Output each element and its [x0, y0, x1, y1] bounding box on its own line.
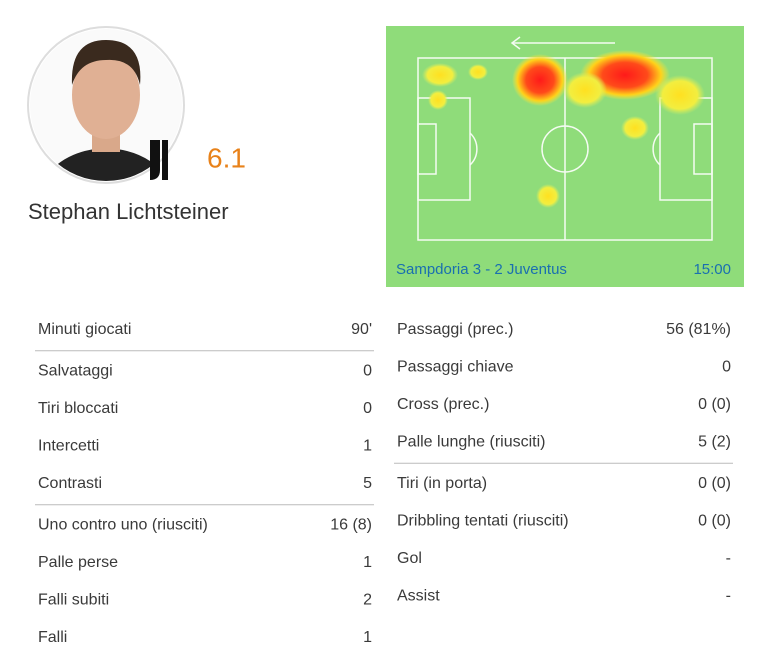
stat-label: Gol	[397, 550, 422, 567]
stat-label: Tiri bloccati	[38, 400, 118, 417]
player-name: Stephan Lichtsteiner	[28, 199, 229, 224]
stat-label: Cross (prec.)	[397, 396, 489, 413]
stat-value: 1	[363, 438, 372, 455]
stat-label: Minuti giocati	[38, 321, 131, 338]
match-time: 15:00	[693, 261, 731, 278]
player-photo	[27, 26, 185, 184]
stat-value: 1	[363, 554, 372, 571]
stat-label: Intercetti	[38, 438, 99, 455]
stat-value: 0	[722, 359, 731, 376]
stat-value: 0 (0)	[698, 475, 731, 492]
match-label[interactable]: Sampdoria 3 - 2 Juventus	[396, 261, 567, 278]
stat-value: 56 (81%)	[666, 321, 731, 338]
stat-label: Passaggi chiave	[397, 359, 514, 376]
stat-label: Contrasti	[38, 475, 102, 492]
stat-value: 0 (0)	[698, 396, 731, 413]
stat-value: -	[726, 550, 731, 567]
stat-value: 1	[363, 629, 372, 646]
stat-label: Falli	[38, 629, 67, 646]
stat-label: Palle perse	[38, 554, 118, 571]
stat-label: Tiri (in porta)	[397, 475, 487, 492]
rating: 6.1	[207, 142, 246, 173]
stat-label: Palle lunghe (riusciti)	[397, 434, 546, 451]
stat-label: Salvataggi	[38, 363, 113, 380]
stat-value: 16 (8)	[330, 517, 372, 534]
stat-label: Uno contro uno (riusciti)	[38, 517, 208, 534]
stat-value: 5	[363, 475, 372, 492]
stat-label: Passaggi (prec.)	[397, 321, 514, 338]
stat-label: Falli subiti	[38, 592, 109, 609]
stat-value: 0 (0)	[698, 513, 731, 530]
stat-value: -	[726, 588, 731, 605]
stat-value: 2	[363, 592, 372, 609]
club-logo	[150, 140, 168, 180]
stat-value: 0	[363, 363, 372, 380]
stat-value: 5 (2)	[698, 434, 731, 451]
stat-value: 90'	[351, 321, 372, 338]
heatmap	[386, 26, 744, 287]
stat-label: Assist	[397, 588, 440, 605]
stat-value: 0	[363, 400, 372, 417]
stat-label: Dribbling tentati (riusciti)	[397, 513, 569, 530]
